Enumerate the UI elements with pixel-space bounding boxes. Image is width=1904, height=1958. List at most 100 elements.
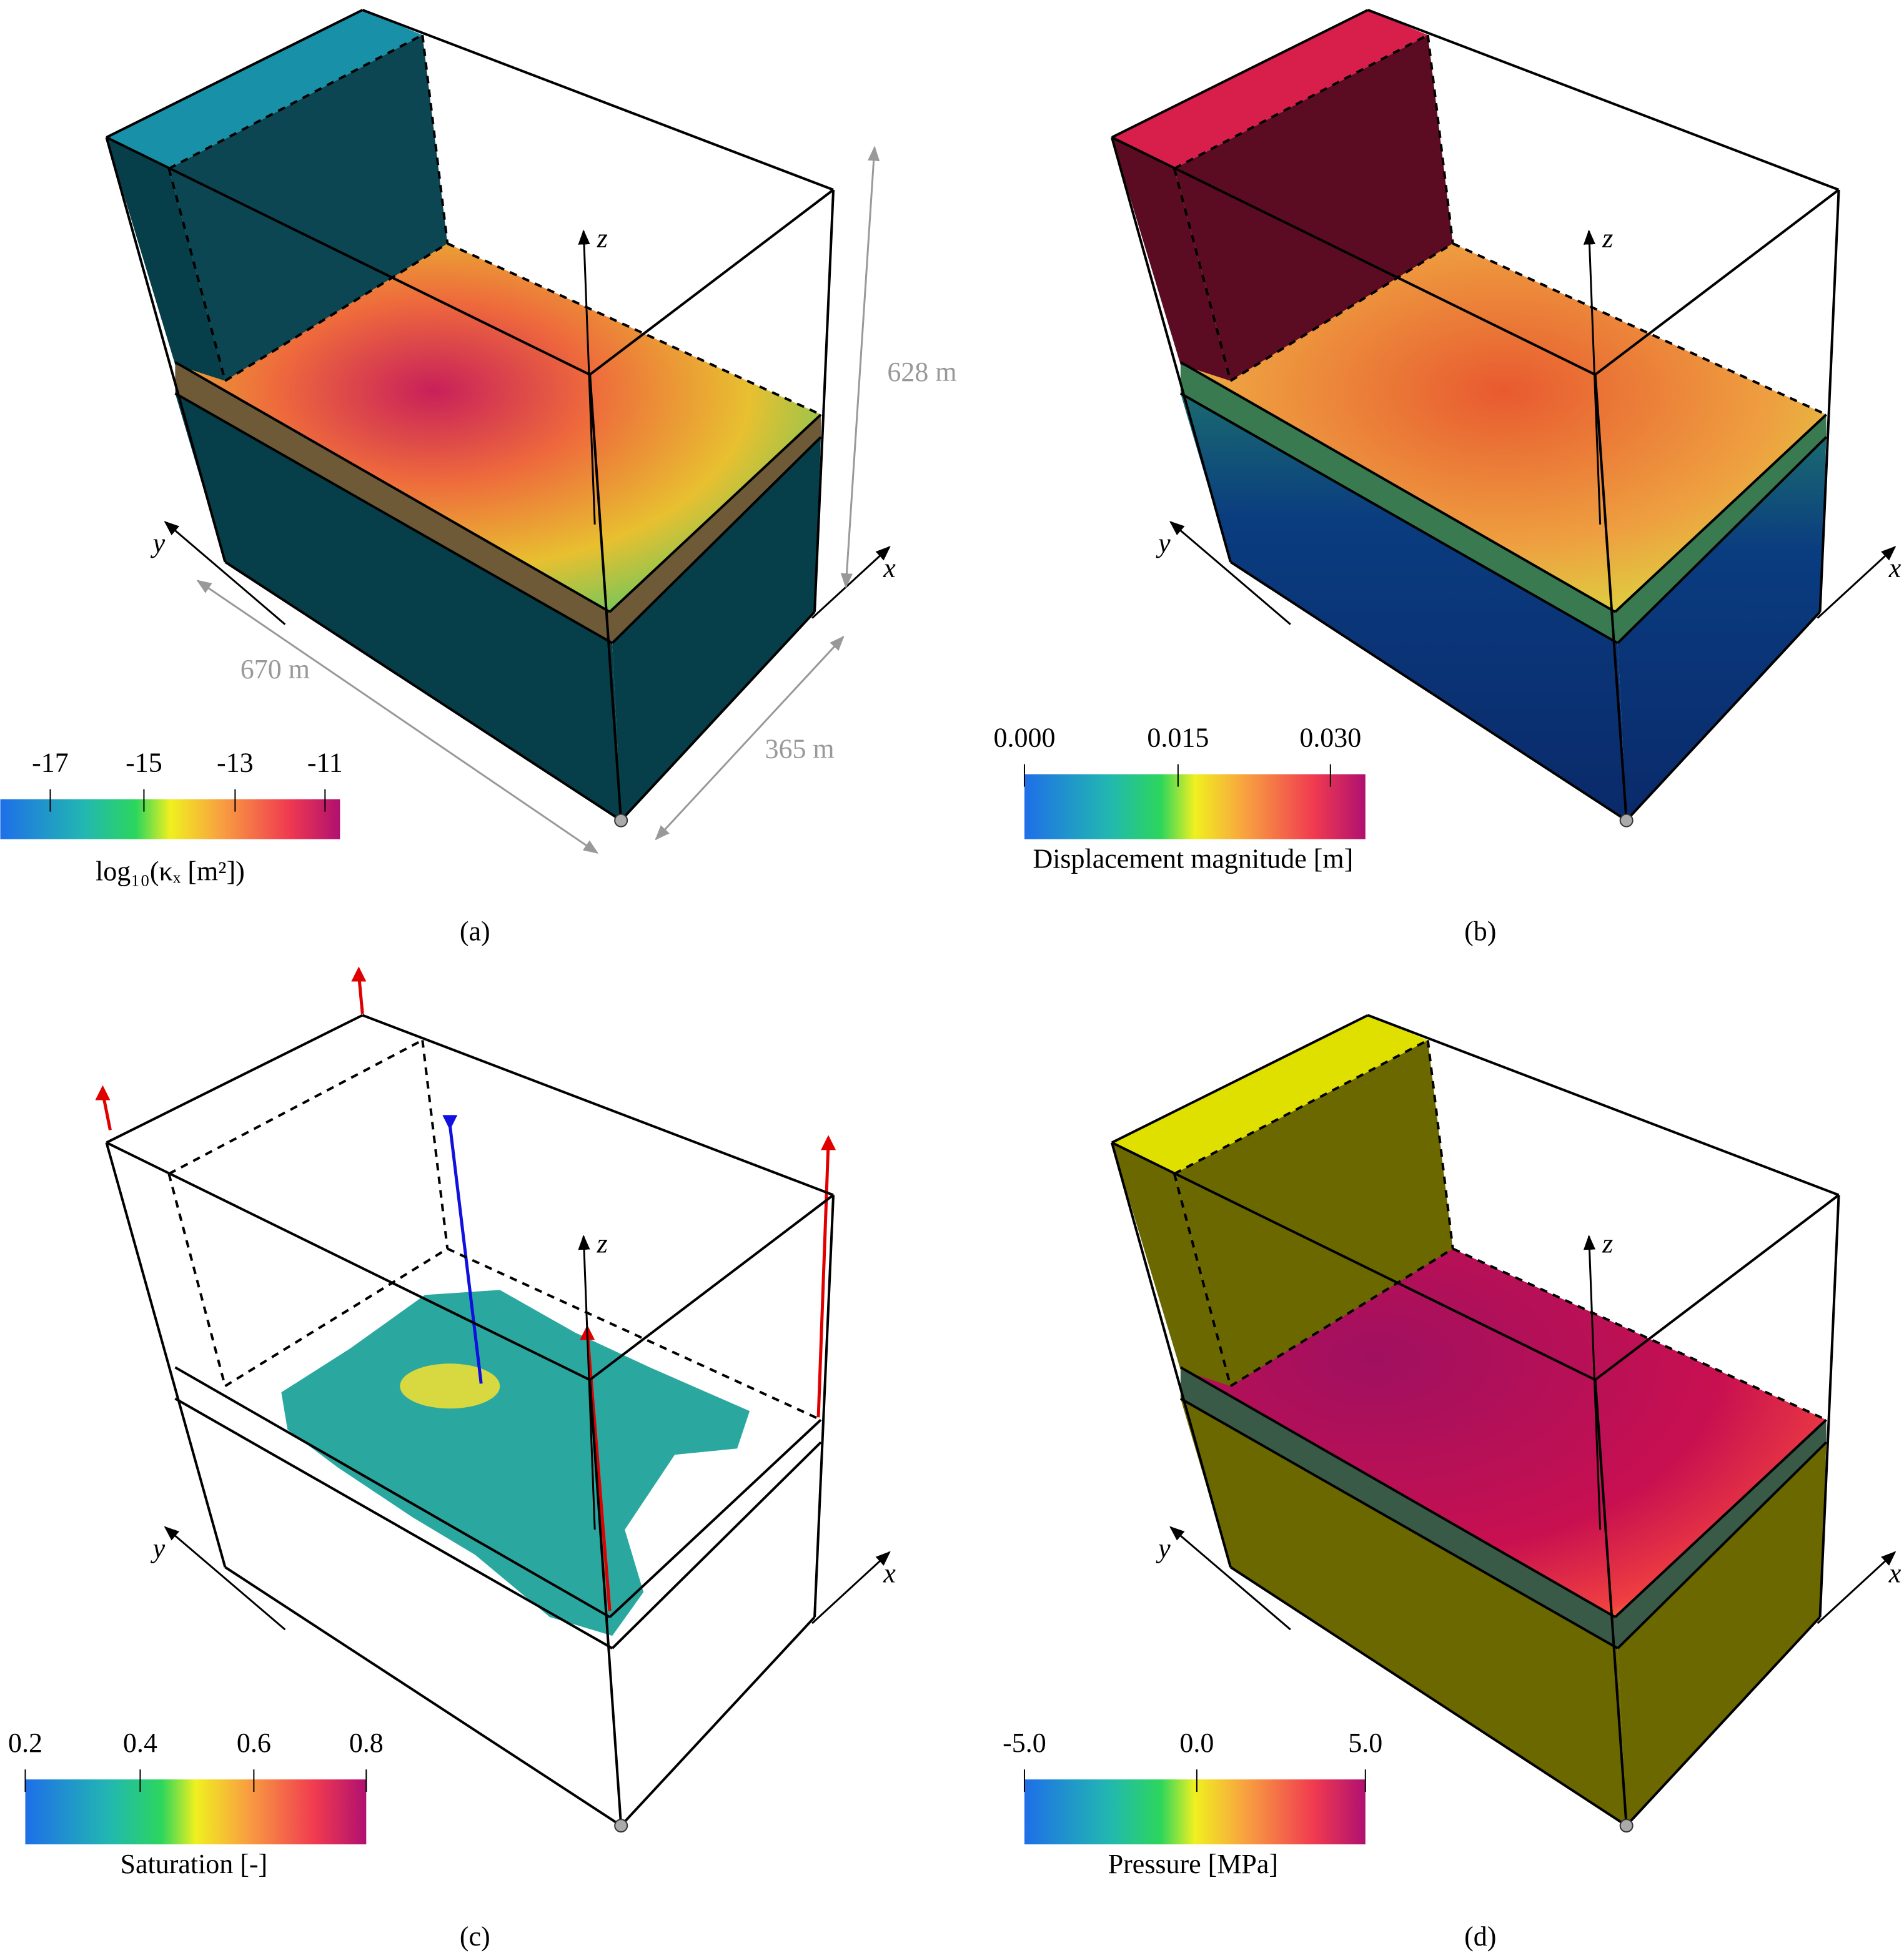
colorbar-tick-label: 0.015 [1147,723,1209,753]
hidden-edge [1229,1247,1454,1387]
axis-label: z [1602,223,1613,254]
dimension-label: 670 m [240,654,310,685]
axis-label: z [597,223,608,254]
box-edge [106,1014,364,1144]
column-face [106,1142,225,1386]
axis-label: x [883,553,896,583]
box-edge [1594,189,1840,376]
box-edge [1818,1195,1840,1618]
well-head [442,1115,458,1130]
axis-label: x [1888,1558,1902,1588]
well-head [95,1085,111,1100]
box-edge [106,136,591,376]
box-edge [1110,137,1232,563]
colorbar-title: Saturation [-] [121,1849,268,1879]
axis-x [811,1551,891,1624]
box-edge [611,1441,822,1649]
box-edge [1229,1566,1627,1827]
panel-label: (b) [1464,916,1496,947]
well-head [351,966,367,982]
hidden-edge [1173,34,1429,170]
lower-right-face [1617,1442,1827,1826]
well [448,1125,483,1384]
column-top [106,1015,422,1174]
panel-label: (d) [1464,1921,1496,1952]
hidden-edge [1173,1173,1232,1387]
axis-label: y [1156,1533,1171,1563]
panel: x y z 0.000 0.015 0.030 Displacement magnitude… [993,9,1902,947]
axis-x [1817,546,1897,619]
box-edge [105,1142,227,1568]
colorbar [1024,1779,1366,1845]
layer-top [1180,243,1827,612]
colorbar-title: Displacement magnitude [m] [1033,844,1353,874]
origin [1619,813,1634,828]
box-edge [105,137,227,563]
hidden-edge [1173,168,1232,382]
box-edge [174,361,611,613]
hidden-edge [168,34,424,170]
hidden-edge [224,242,449,382]
origin [614,1819,628,1833]
colorbar [0,799,340,839]
lower-left-face [1180,393,1627,821]
box-edge [224,1566,622,1827]
layer-band [1180,1367,1827,1649]
box-edge [620,1616,816,1827]
box-edge [362,1014,834,1197]
axis-label: y [151,528,166,558]
plume-core [400,1363,500,1409]
box-edge [608,413,822,613]
axis-x [811,546,891,619]
dimension-label: 365 m [765,734,834,764]
column-top [1111,9,1428,169]
box-edge [1594,374,1628,821]
box-edge [1625,1616,1822,1827]
box-edge [1179,361,1616,613]
panel-label: (a) [460,916,490,947]
colorbar-tick-label: -11 [307,748,343,778]
dimension-arrow [196,580,599,854]
box-edge [1179,1397,1619,1649]
box-edge [1594,1380,1628,1826]
box-edge [1110,1142,1232,1568]
layer-band [1180,362,1827,643]
colorbar-tick-label: 0.4 [123,1728,157,1758]
box-edge [1367,1014,1840,1197]
layer-top [175,243,821,612]
column-face [1111,137,1231,381]
panel: x y z -5.0 0.0 5.0 Pressure [MPa] (d) [1003,1014,1902,1952]
box-edge [1229,561,1627,822]
hidden-edge [1173,1039,1429,1175]
origin [614,813,628,828]
colorbar-tick-label: 0.6 [237,1728,271,1758]
box-edge [1179,1366,1616,1618]
panel: x y z 0.2 0.4 0.6 0.8 Saturation [-] (c) [8,966,896,1952]
dimension-arrow [840,146,880,589]
axis-x [1817,1551,1897,1624]
colorbar-tick-label: 0.030 [1299,723,1361,753]
hidden-edge [167,168,227,382]
axis-label: z [597,1228,608,1258]
lower-left-face [1180,1398,1627,1826]
box-edge [588,374,623,821]
panel: x y z 670 m 365 m 628 m -17 -15 -13 -11 log₁₀(κₓ [… [0,9,957,947]
colorbar-tick-label: -17 [32,748,69,778]
axis-y [1169,1526,1291,1631]
back-wall [1174,1040,1453,1387]
colorbar-tick-label: -15 [126,748,162,778]
colorbar-tick-label: 0.0 [1179,1728,1214,1758]
axis-label: y [1156,528,1171,558]
box-edge [362,9,834,191]
axis-y [164,1526,286,1631]
box-edge [1111,1141,1596,1382]
box-edge [1179,392,1619,645]
hidden-edge [167,1173,227,1387]
colorbar-tick-label: 0.2 [8,1728,42,1758]
box-edge [611,436,822,645]
column-face [106,137,226,381]
axis-z [1583,1234,1602,1530]
axis-label: z [1602,1228,1613,1258]
colorbar-tick-label: 0.000 [993,723,1055,753]
lower-right-face [1617,437,1827,821]
